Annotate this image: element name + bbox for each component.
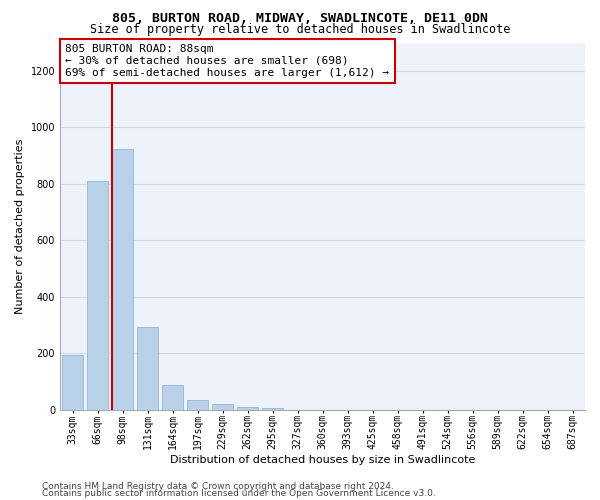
Bar [237, 406, 258, 410]
Text: 805 BURTON ROAD: 88sqm
← 30% of detached houses are smaller (698)
69% of semi-de: 805 BURTON ROAD: 88sqm ← 30% of detached… [65, 44, 389, 78]
Bar [162, 385, 183, 410]
Text: Contains public sector information licensed under the Open Government Licence v3: Contains public sector information licen… [42, 489, 436, 498]
Bar [262, 408, 283, 410]
Bar [187, 400, 208, 410]
Bar [62, 355, 83, 410]
Y-axis label: Number of detached properties: Number of detached properties [15, 138, 25, 314]
Bar [112, 148, 133, 410]
Bar [212, 404, 233, 410]
Text: Size of property relative to detached houses in Swadlincote: Size of property relative to detached ho… [90, 22, 510, 36]
Bar [137, 326, 158, 410]
Text: Contains HM Land Registry data © Crown copyright and database right 2024.: Contains HM Land Registry data © Crown c… [42, 482, 394, 491]
X-axis label: Distribution of detached houses by size in Swadlincote: Distribution of detached houses by size … [170, 455, 475, 465]
Bar [87, 181, 108, 410]
Text: 805, BURTON ROAD, MIDWAY, SWADLINCOTE, DE11 0DN: 805, BURTON ROAD, MIDWAY, SWADLINCOTE, D… [112, 12, 488, 26]
